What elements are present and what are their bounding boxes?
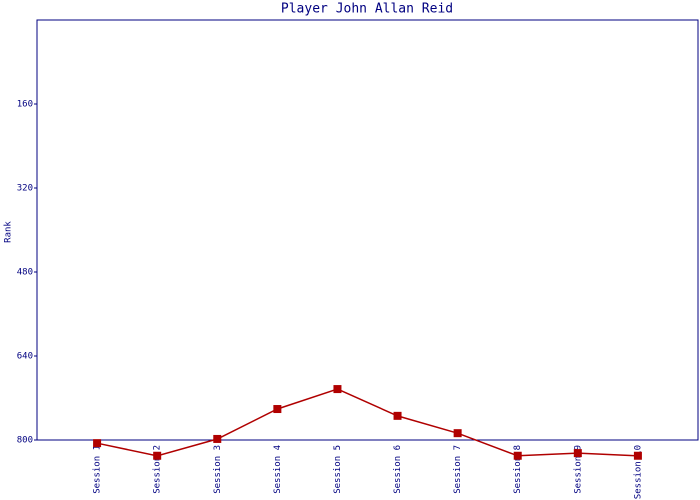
point-marker: [93, 439, 102, 448]
y-tick-label: 160: [17, 100, 33, 110]
x-tick-label: Session 6: [393, 445, 403, 494]
x-tick-label: Session 2: [153, 445, 163, 494]
y-axis-label: Rank: [4, 221, 14, 243]
point-marker: [213, 434, 222, 443]
x-tick-label: Session 3: [213, 445, 223, 494]
point-marker: [633, 451, 642, 460]
x-tick-label: Session 10: [633, 445, 643, 499]
plot-frame: [36, 19, 699, 441]
point-marker: [513, 451, 522, 460]
chart-title: Player John Allan Reid: [281, 2, 453, 17]
series-line: [96, 388, 638, 457]
x-tick-label: Session 4: [273, 445, 283, 494]
x-tick-label: Session 8: [513, 445, 523, 494]
y-tick-label: 320: [17, 184, 33, 194]
y-tick-label: 480: [17, 268, 33, 278]
point-marker: [573, 449, 582, 458]
x-tick-label: Session 9: [573, 445, 583, 494]
x-tick-label: Session 7: [453, 445, 463, 494]
point-marker: [393, 411, 402, 420]
y-tick-label: 640: [17, 352, 33, 362]
point-marker: [153, 451, 162, 460]
point-marker: [273, 405, 282, 414]
x-tick-label: Session 5: [333, 445, 343, 494]
point-marker: [333, 385, 342, 394]
x-tick-label: Session 1: [93, 445, 103, 494]
y-tick-label: 800: [17, 436, 33, 446]
point-marker: [453, 429, 462, 438]
